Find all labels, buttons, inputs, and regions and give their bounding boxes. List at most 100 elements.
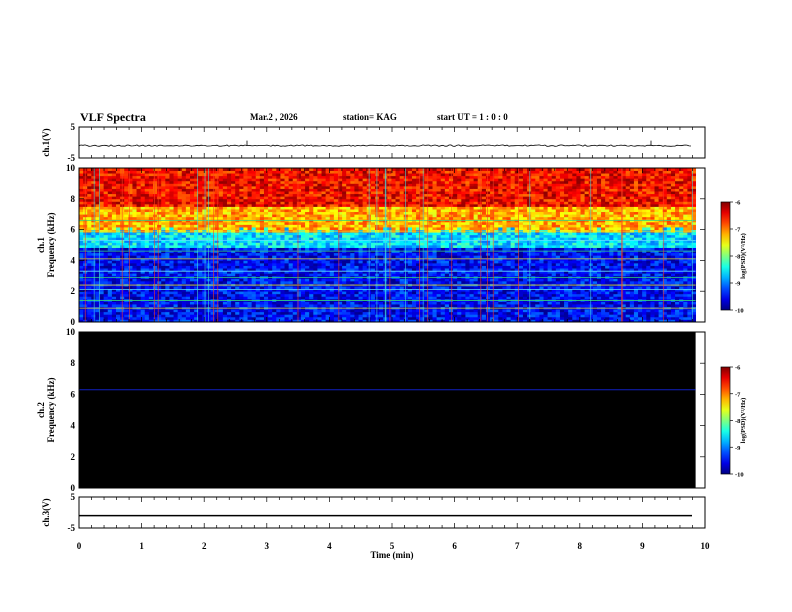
spectrogram-cell — [210, 270, 216, 274]
spectrogram-cell — [231, 168, 236, 171]
spectrogram-cell — [358, 268, 364, 272]
spectrogram-cell — [395, 175, 401, 179]
spectrogram-cell — [189, 291, 195, 295]
spectrogram-cell — [161, 314, 166, 318]
spectrogram-cell — [169, 296, 174, 300]
spectrogram-cell — [140, 301, 146, 305]
spectrogram-cell — [152, 288, 158, 292]
spectrogram-cell — [231, 198, 236, 202]
spectrogram-cell — [165, 316, 170, 320]
spectrogram-cell — [247, 268, 253, 272]
spectrogram-cell — [350, 291, 355, 295]
spectrogram-cell — [210, 232, 216, 236]
spectrogram-cell — [161, 168, 166, 171]
spectrogram-cell — [399, 173, 405, 177]
spectrogram-cell — [407, 247, 413, 251]
spectrogram-cell — [259, 234, 265, 238]
spectrogram-cell — [350, 257, 355, 261]
spectrogram-cell — [87, 309, 92, 313]
spectrogram-cell — [379, 185, 384, 189]
spectrogram-cell — [407, 201, 413, 205]
spectrogram-cell — [284, 214, 290, 218]
spectrogram-cell — [140, 227, 146, 230]
spectrogram-cell — [128, 203, 133, 207]
spectrogram-cell — [358, 201, 364, 205]
spectrogram-cell — [280, 203, 285, 207]
spectrogram-cell — [391, 273, 396, 277]
spectrogram-cell — [411, 286, 417, 290]
spectrogram-cell — [358, 314, 364, 318]
spectrogram-cell — [305, 319, 310, 323]
spectrogram-cell — [354, 216, 359, 220]
spectrogram-cell — [416, 206, 421, 210]
spectrogram-cell — [284, 309, 290, 313]
spectrogram-cell — [305, 224, 310, 228]
spectrogram-cell — [243, 316, 248, 320]
spectrogram-cell — [99, 214, 105, 218]
spectrogram-cell — [161, 309, 166, 313]
spectrogram-cell — [350, 319, 355, 323]
spectrogram-cell — [95, 280, 100, 284]
spectrogram-cell — [379, 260, 384, 264]
spectrogram-cell — [202, 180, 207, 184]
spectrogram-cell — [226, 260, 232, 264]
spectrogram-cell — [259, 319, 265, 323]
spectrogram-cell — [148, 234, 154, 238]
spectrogram-cell — [140, 257, 146, 261]
spectrogram-cell — [87, 232, 92, 236]
spectrogram-cell — [169, 257, 174, 261]
spectrogram-cell — [185, 262, 191, 266]
spectrogram-cell — [124, 193, 129, 197]
spectrogram-cell — [300, 260, 306, 264]
spectrogram-cell — [243, 260, 248, 264]
spectrogram-cell — [132, 183, 137, 187]
station-label: station= KAG — [343, 112, 397, 122]
spectrogram-cell — [222, 198, 228, 202]
spectrogram-cell — [185, 201, 191, 205]
spectrogram-cell — [354, 257, 359, 261]
spectrogram-cell — [243, 268, 248, 272]
spectrogram-cell — [87, 260, 92, 264]
spectrogram-cell — [247, 201, 253, 205]
spectrogram-cell — [411, 304, 417, 307]
spectrogram-cell — [300, 224, 306, 228]
spectrogram-cell — [136, 201, 142, 205]
spectrogram-cell — [333, 219, 339, 223]
spectrogram-cell — [177, 278, 183, 282]
spectrogram-cell — [235, 201, 240, 205]
spectrogram-cell — [362, 227, 368, 230]
spectrogram-cell — [333, 175, 339, 179]
spectrogram-cell — [116, 188, 121, 192]
spectrogram-cell — [247, 170, 253, 174]
spectrogram-cell — [218, 203, 224, 207]
spectrogram-cell — [370, 188, 376, 192]
spectrogram-cell — [358, 278, 364, 282]
spectrogram-cell — [128, 278, 133, 282]
spectrogram-cell — [103, 201, 109, 205]
spectrogram-cell — [157, 286, 162, 290]
spectrogram-cell — [379, 255, 384, 259]
spectrogram-cell — [235, 224, 240, 228]
spectrogram-cell — [152, 311, 158, 315]
spectrogram-cell — [148, 196, 154, 200]
spectrogram-cell — [214, 278, 220, 282]
spectrogram-cell — [124, 316, 129, 320]
spectrogram-cell — [370, 239, 376, 243]
spectrogram-cell — [210, 221, 216, 225]
spectrogram-cell — [99, 262, 105, 266]
spectrogram-cell — [218, 257, 224, 261]
spectrogram-cell — [91, 288, 96, 292]
spectrogram-cell — [222, 216, 228, 220]
spectrogram-cell — [152, 175, 158, 179]
spectrogram-cell — [263, 221, 269, 225]
spectrogram-cell — [379, 232, 384, 236]
spectrogram-cell — [337, 270, 343, 274]
spectrogram-cell — [288, 288, 294, 292]
spectrogram-cell — [148, 293, 154, 297]
spectrogram-cell — [243, 173, 248, 177]
spectrogram-cell — [288, 245, 294, 248]
spectrogram-cell — [247, 234, 253, 238]
spectrogram-cell — [305, 203, 310, 207]
spectrogram-cell — [99, 268, 105, 272]
spectrogram-cell — [288, 234, 294, 238]
